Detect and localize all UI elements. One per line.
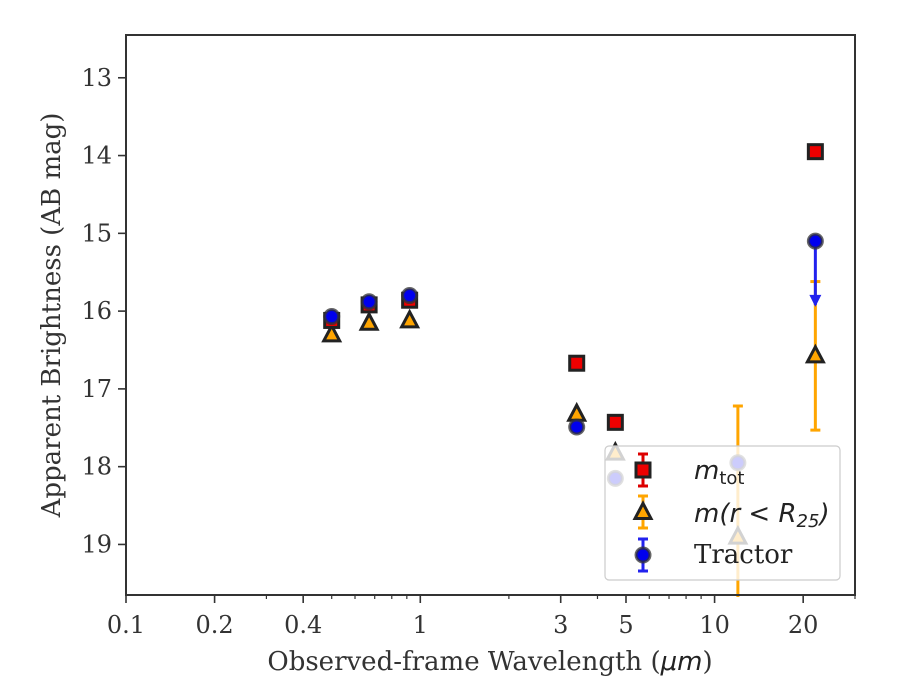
x-tick-label: 0.2: [196, 611, 234, 639]
x-axis: 0.1 0.2 0.4 1 3 5 10 20: [107, 595, 856, 639]
x-tick-label: 3: [553, 611, 568, 639]
square-marker: [806, 143, 824, 161]
y-tick-label: 16: [81, 297, 112, 325]
circle-marker: [401, 287, 419, 305]
legend-label-mtot: mtot: [694, 456, 744, 489]
triangle-marker: [804, 343, 826, 364]
circle-marker: [806, 232, 824, 250]
y-axis-label: Apparent Brightness (AB mag): [37, 113, 67, 519]
legend-entry-mr25: m(r < R25): [632, 494, 830, 532]
triangle-marker: [358, 310, 380, 331]
x-tick-label: 20: [788, 611, 819, 639]
circle-marker: [323, 308, 341, 326]
square-marker: [634, 461, 652, 479]
circle-marker: [360, 293, 378, 311]
y-tick-label: 13: [81, 64, 112, 92]
triangle-marker: [321, 322, 343, 343]
y-tick-label: 19: [81, 530, 112, 558]
x-tick-label: 0.1: [107, 611, 145, 639]
circle-marker: [568, 418, 586, 436]
legend-label-tractor: Tractor: [694, 540, 793, 570]
x-axis-label: Observed-frame Wavelength (μm): [267, 647, 712, 677]
circle-marker: [634, 546, 652, 564]
legend-marker-square: [634, 452, 652, 488]
legend: mtot m(r < R25) Tractor: [604, 445, 841, 581]
x-tick-label: 0.4: [284, 611, 322, 639]
legend-entry-tractor: Tractor: [634, 537, 793, 573]
legend-box: [604, 445, 841, 581]
legend-marker-triangle: [632, 494, 654, 530]
x-tick-label: 5: [618, 611, 633, 639]
square-marker: [568, 354, 586, 372]
upper-limit-arrow: [809, 294, 822, 307]
y-tick-label: 14: [81, 142, 112, 170]
y-tick-label: 15: [81, 219, 112, 247]
triangle-marker: [632, 500, 654, 520]
legend-entry-mtot: mtot: [634, 452, 744, 489]
x-tick-label: 10: [699, 611, 730, 639]
series-square: [323, 143, 824, 431]
legend-marker-circle: [634, 537, 652, 573]
plot-frame: [125, 34, 856, 596]
y-tick-label: 17: [81, 375, 112, 403]
y-axis: 13 14 15 16 17 18 19: [81, 64, 126, 558]
square-marker: [606, 413, 624, 431]
x-tick-label: 1: [413, 611, 428, 639]
triangle-marker: [566, 401, 588, 422]
triangle-marker: [399, 308, 421, 329]
y-tick-label: 18: [81, 453, 112, 481]
legend-label-mr25: m(r < R25): [694, 499, 830, 532]
